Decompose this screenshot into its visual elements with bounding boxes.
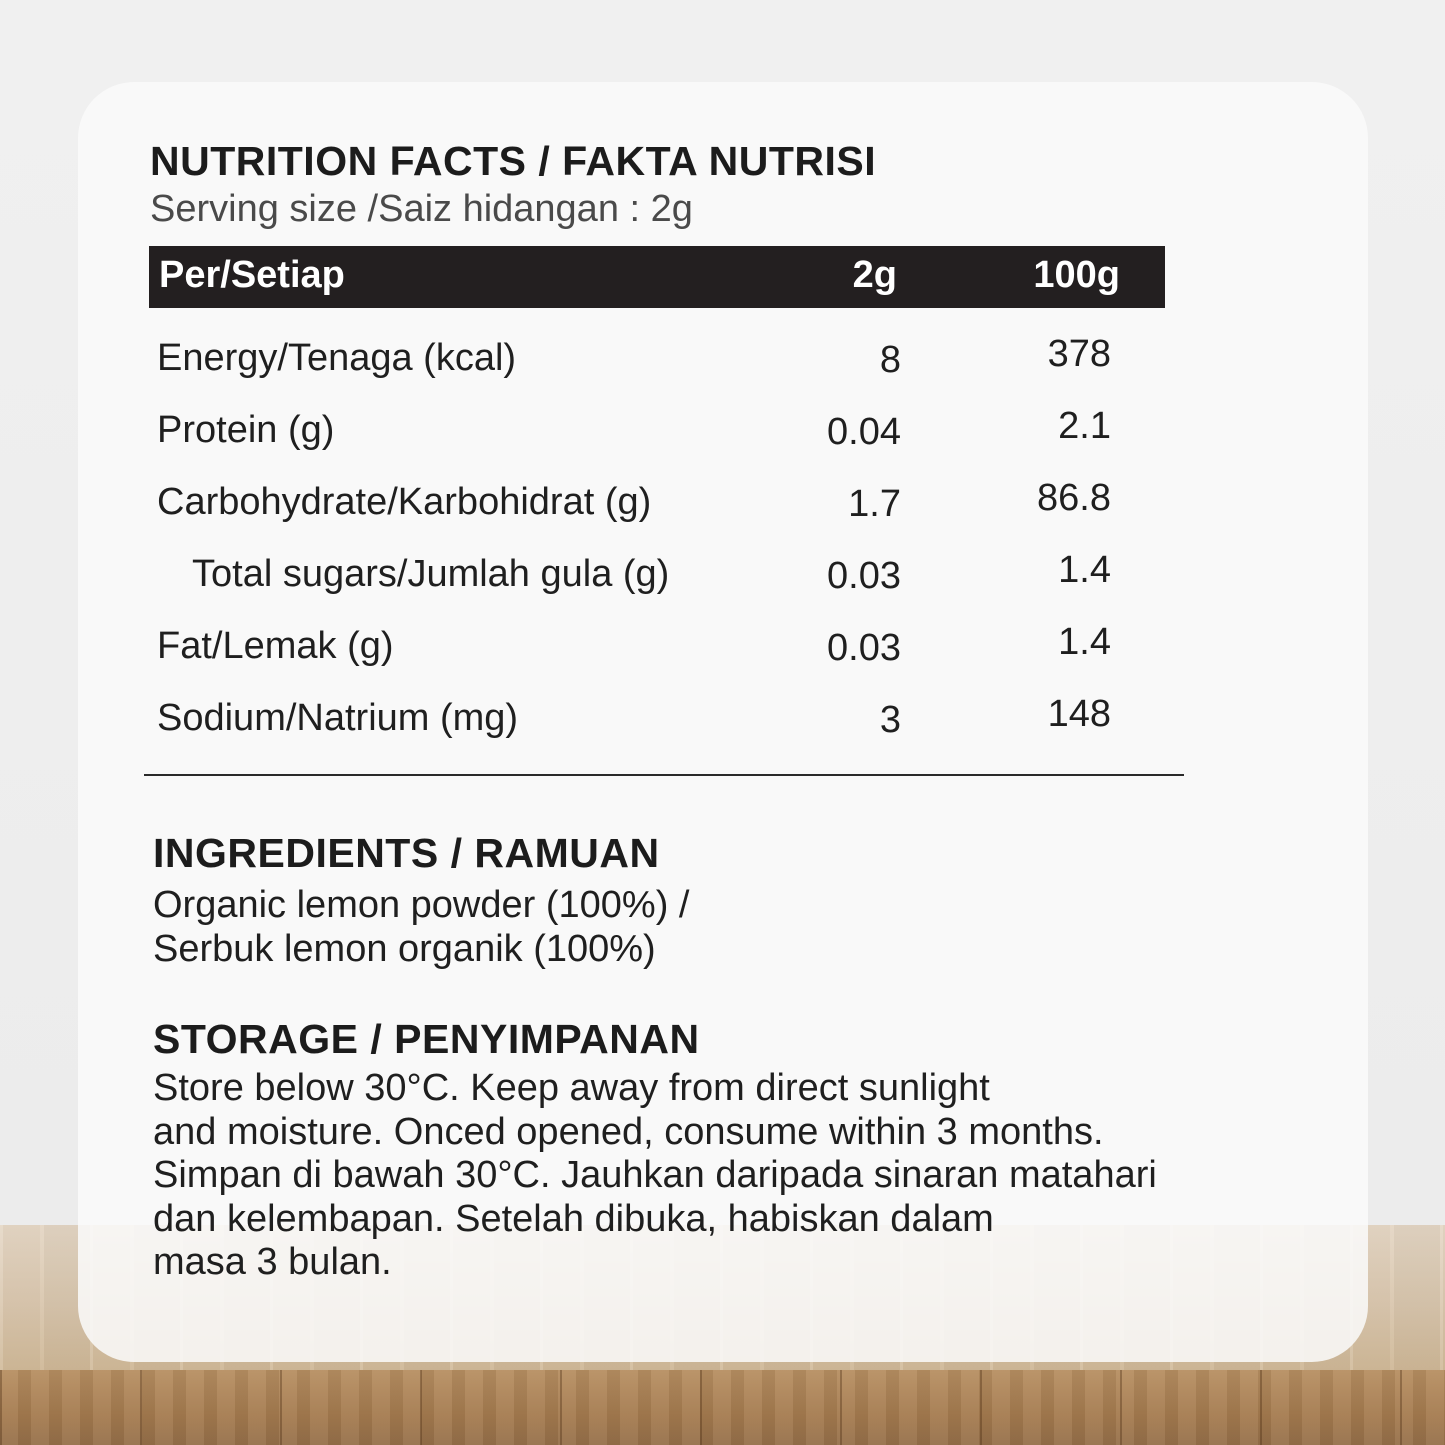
row-per-serving: 0.03 xyxy=(827,555,901,597)
ingredients-text: Organic lemon powder (100%) / Serbuk lem… xyxy=(153,884,689,971)
nutrition-row-sodium: Sodium/Natrium (mg) 3 148 xyxy=(0,693,1445,747)
row-per-100g: 86.8 xyxy=(1037,477,1111,519)
ingredients-line: Serbuk lemon organik (100%) xyxy=(153,927,656,970)
row-label: Energy/Tenaga (kcal) xyxy=(157,337,517,379)
storage-text: Store below 30°C. Keep away from direct … xyxy=(153,1067,1157,1285)
row-label: Protein (g) xyxy=(157,409,335,451)
header-per-serving: 2g xyxy=(852,254,897,296)
nutrition-row-protein: Protein (g) 0.04 2.1 xyxy=(0,405,1445,459)
nutrition-row-total-sugars: Total sugars/Jumlah gula (g) 0.03 1.4 xyxy=(0,549,1445,603)
nutrition-table-header: Per/Setiap 2g 100g xyxy=(149,246,1165,308)
row-per-serving: 3 xyxy=(879,699,901,741)
nutrition-row-energy: Energy/Tenaga (kcal) 8 378 xyxy=(0,333,1445,387)
row-per-serving: 0.03 xyxy=(827,627,901,669)
row-per-100g: 2.1 xyxy=(1058,405,1111,447)
row-per-serving: 1.7 xyxy=(848,483,901,525)
section-divider xyxy=(144,774,1184,776)
storage-line: and moisture. Onced opened, consume with… xyxy=(153,1110,1104,1153)
row-per-serving: 0.04 xyxy=(827,411,901,453)
nutrition-row-fat: Fat/Lemak (g) 0.03 1.4 xyxy=(0,621,1445,675)
row-per-100g: 1.4 xyxy=(1058,549,1111,591)
ingredients-line: Organic lemon powder (100%) / xyxy=(153,884,690,926)
nutrition-row-carbohydrate: Carbohydrate/Karbohidrat (g) 1.7 86.8 xyxy=(0,477,1445,531)
row-per-serving: 8 xyxy=(879,339,901,381)
wooden-table-front xyxy=(0,1370,1445,1445)
row-label: Fat/Lemak (g) xyxy=(157,625,394,667)
row-label: Carbohydrate/Karbohidrat (g) xyxy=(157,481,652,523)
row-per-100g: 148 xyxy=(1047,693,1111,735)
ingredients-heading: INGREDIENTS / RAMUAN xyxy=(153,830,660,876)
nutrition-title: NUTRITION FACTS / FAKTA NUTRISI xyxy=(150,138,877,184)
storage-line: Store below 30°C. Keep away from direct … xyxy=(153,1067,990,1109)
storage-line: masa 3 bulan. xyxy=(153,1241,392,1283)
row-label: Total sugars/Jumlah gula (g) xyxy=(192,553,670,595)
storage-line: Simpan di bawah 30°C. Jauhkan daripada s… xyxy=(153,1154,1157,1196)
serving-size: Serving size /Saiz hidangan : 2g xyxy=(150,188,693,230)
row-per-100g: 378 xyxy=(1047,333,1111,375)
row-label: Sodium/Natrium (mg) xyxy=(157,697,519,739)
row-per-100g: 1.4 xyxy=(1058,621,1111,663)
header-per-label: Per/Setiap xyxy=(159,254,345,296)
storage-heading: STORAGE / PENYIMPANAN xyxy=(153,1016,700,1062)
header-per-100g: 100g xyxy=(1033,254,1120,296)
storage-line: dan kelembapan. Setelah dibuka, habiskan… xyxy=(153,1197,994,1240)
